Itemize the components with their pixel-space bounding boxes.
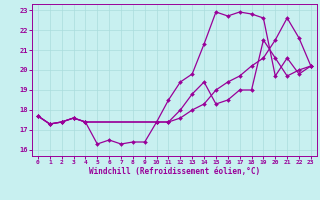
X-axis label: Windchill (Refroidissement éolien,°C): Windchill (Refroidissement éolien,°C) xyxy=(89,167,260,176)
